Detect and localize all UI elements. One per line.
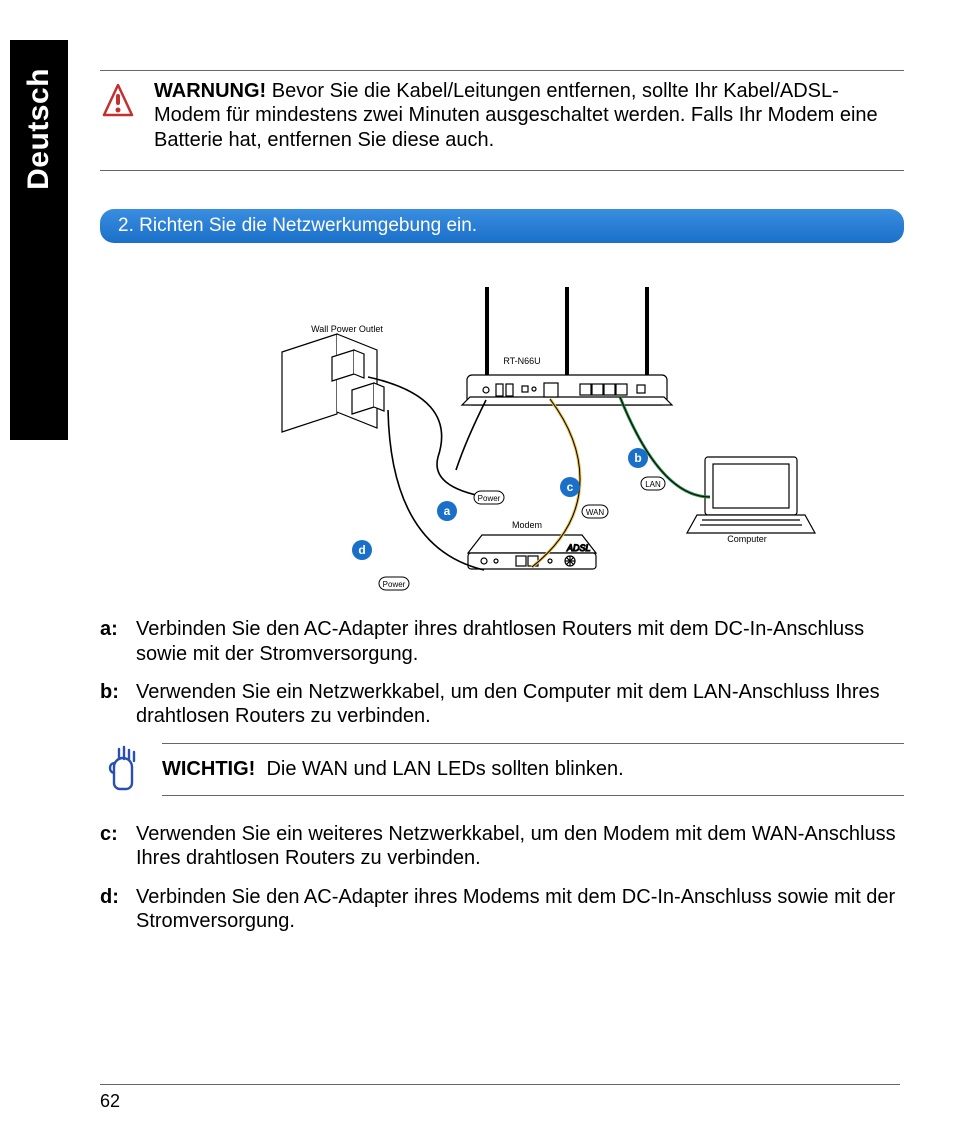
step-b: b: Verwenden Sie ein Netzwerkkabel, um d… xyxy=(100,680,904,729)
page-number: 62 xyxy=(100,1084,900,1112)
step-a-text: Verbinden Sie den AC-Adapter ihres draht… xyxy=(136,617,904,666)
svg-text:d: d xyxy=(358,543,365,557)
warning-icon xyxy=(100,81,136,121)
svg-text:ADSL: ADSL xyxy=(566,543,591,553)
network-diagram: Wall Power Outlet RT-N66U xyxy=(100,257,904,597)
svg-text:c: c xyxy=(567,480,574,494)
label-computer: Computer xyxy=(727,534,767,544)
warning-text: WARNUNG! Bevor Sie die Kabel/Leitungen e… xyxy=(154,79,904,152)
important-icon xyxy=(100,745,144,793)
step-list-2: c: Verwenden Sie ein weiteres Netzwerkka… xyxy=(100,822,904,934)
important-label: WICHTIG! xyxy=(162,758,255,780)
step-d-text: Verbinden Sie den AC-Adapter ihres Modem… xyxy=(136,885,904,934)
step-heading: 2. Richten Sie die Netzwerkumgebung ein. xyxy=(100,209,904,243)
step-b-key: b: xyxy=(100,680,126,729)
svg-text:WAN: WAN xyxy=(586,508,605,517)
label-modem: Modem xyxy=(512,520,542,530)
step-c-key: c: xyxy=(100,822,126,871)
step-a: a: Verbinden Sie den AC-Adapter ihres dr… xyxy=(100,617,904,666)
step-c-text: Verwenden Sie ein weiteres Netzwerkkabel… xyxy=(136,822,904,871)
svg-text:a: a xyxy=(444,504,451,518)
step-a-key: a: xyxy=(100,617,126,666)
important-text: WICHTIG! Die WAN und LAN LEDs sollten bl… xyxy=(162,743,904,796)
svg-text:b: b xyxy=(634,451,641,465)
step-c: c: Verwenden Sie ein weiteres Netzwerkka… xyxy=(100,822,904,871)
svg-text:Power: Power xyxy=(478,494,501,503)
warning-block: WARNUNG! Bevor Sie die Kabel/Leitungen e… xyxy=(100,70,904,171)
svg-text:LAN: LAN xyxy=(645,480,661,489)
step-d: d: Verbinden Sie den AC-Adapter ihres Mo… xyxy=(100,885,904,934)
label-router: RT-N66U xyxy=(503,356,540,366)
svg-text:Power: Power xyxy=(383,580,406,589)
label-wall: Wall Power Outlet xyxy=(311,324,383,334)
language-tab: Deutsch xyxy=(10,40,68,440)
step-d-key: d: xyxy=(100,885,126,934)
important-body: Die WAN und LAN LEDs sollten blinken. xyxy=(266,758,623,780)
step-list-1: a: Verbinden Sie den AC-Adapter ihres dr… xyxy=(100,617,904,729)
important-block: WICHTIG! Die WAN und LAN LEDs sollten bl… xyxy=(100,743,904,796)
language-tab-text: Deutsch xyxy=(22,68,56,190)
warning-label: WARNUNG! xyxy=(154,80,266,102)
step-b-text: Verwenden Sie ein Netzwerkkabel, um den … xyxy=(136,680,904,729)
